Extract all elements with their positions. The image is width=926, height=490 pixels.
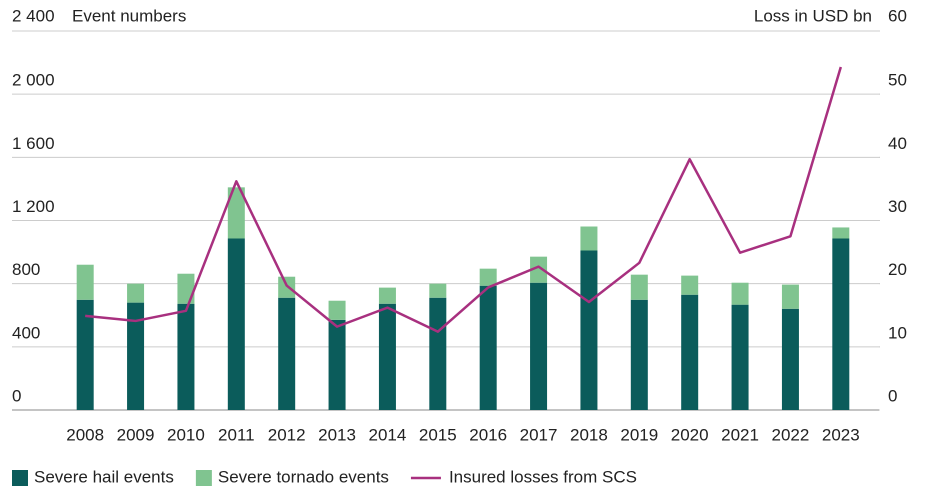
bar — [177, 273, 195, 304]
x-tick-label: 2021 — [721, 425, 759, 444]
bar — [278, 276, 296, 298]
x-tick-label: 2010 — [167, 425, 205, 444]
bar — [378, 287, 396, 304]
bar — [127, 302, 145, 410]
legend-swatch — [195, 470, 212, 486]
bar — [227, 187, 245, 239]
y-tick-label: 1 200 — [12, 197, 55, 216]
bar — [127, 283, 145, 303]
bar — [530, 282, 548, 410]
bar — [781, 308, 799, 410]
y2-tick-label: 40 — [888, 134, 907, 153]
y2-tick-label: 0 — [888, 386, 897, 405]
bar — [76, 299, 94, 410]
y-tick-label: 400 — [12, 323, 40, 342]
legend-swatch — [12, 470, 28, 486]
x-tick-label: 2012 — [268, 425, 306, 444]
bar — [378, 303, 396, 410]
bar — [781, 284, 799, 309]
bar — [630, 299, 648, 410]
x-tick-label: 2009 — [117, 425, 155, 444]
legend-label: Severe tornado events — [218, 467, 389, 486]
legend-label: Severe hail events — [34, 467, 174, 486]
x-tick-label: 2013 — [318, 425, 356, 444]
x-tick-label: 2011 — [218, 425, 255, 444]
y-tick-label: 0 — [12, 386, 21, 405]
bar — [630, 274, 648, 300]
bar — [429, 297, 447, 410]
bar — [328, 319, 346, 410]
x-tick-label: 2016 — [469, 425, 507, 444]
bar — [177, 303, 195, 410]
x-tick-label: 2019 — [620, 425, 658, 444]
bar — [479, 268, 497, 286]
y2-tick-label: 60 — [888, 6, 907, 25]
bar — [832, 227, 850, 239]
bar — [530, 256, 548, 283]
y-tick-label: 800 — [12, 260, 40, 279]
line — [85, 66, 843, 333]
x-tick-label: 2020 — [671, 425, 709, 444]
y-tick-label: 2 000 — [12, 71, 55, 90]
x-tick-label: 2008 — [66, 425, 104, 444]
x-tick-label: 2015 — [419, 425, 457, 444]
bar — [731, 304, 749, 410]
x-tick-label: 2014 — [369, 425, 407, 444]
x-tick-label: 2023 — [822, 425, 860, 444]
legend-label: Insured losses from SCS — [449, 467, 637, 486]
y2-axis-title: Loss in USD bn — [754, 6, 872, 25]
bar — [580, 250, 598, 410]
bar — [328, 300, 346, 320]
y2-tick-label: 10 — [888, 323, 907, 342]
bar — [429, 283, 447, 298]
bar — [731, 282, 749, 305]
bar — [278, 297, 296, 410]
x-tick-label: 2022 — [772, 425, 810, 444]
y-tick-label: 1 600 — [12, 134, 55, 153]
y-axis-title: Event numbers — [72, 6, 186, 25]
bar — [479, 285, 497, 410]
y2-tick-label: 50 — [888, 71, 907, 90]
bar — [681, 275, 699, 295]
y-tick-label: 2 400 — [12, 6, 55, 25]
x-tick-label: 2017 — [520, 425, 558, 444]
bar — [580, 226, 598, 251]
bar — [681, 294, 699, 410]
bar — [832, 238, 850, 410]
x-tick-label: 2018 — [570, 425, 608, 444]
bar — [76, 264, 94, 300]
y2-tick-label: 20 — [888, 260, 907, 279]
y2-tick-label: 30 — [888, 197, 907, 216]
bar — [227, 238, 245, 410]
